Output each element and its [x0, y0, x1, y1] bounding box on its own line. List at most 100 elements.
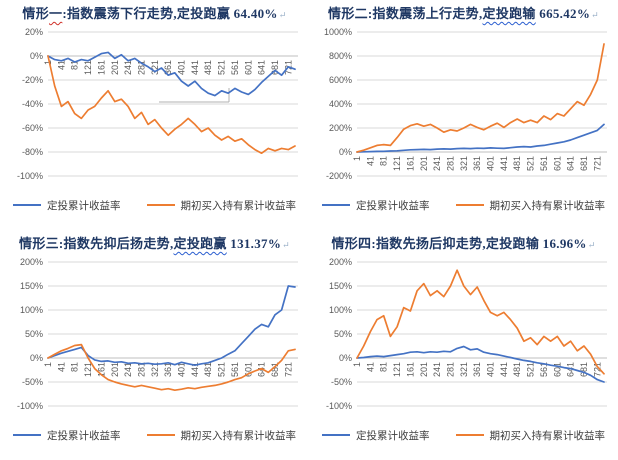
x-axis-label: 561 — [539, 362, 549, 377]
chart-legend: 定投累计收益率 期初买入持有累计收益率 — [313, 192, 614, 218]
x-axis-label: 41 — [365, 156, 375, 166]
series-line-hold — [356, 269, 605, 375]
legend-line-swatch — [13, 434, 41, 436]
chart-plot-area: 20% 0% -20% -40% -60% -80% -100% 1 41 81 121 161 201… — [17, 27, 298, 181]
y-axis-label: -40% — [22, 99, 43, 109]
x-axis-label: 81 — [379, 156, 389, 166]
chart-plot-area: 200% 150% 100% 50% 0% -50% -100% 1 41 81 121 161 201… — [326, 257, 607, 411]
x-axis-label: 161 — [96, 362, 106, 377]
x-axis-label: 201 — [419, 362, 429, 377]
chart-title: 情形二:指数震荡上行走势,定投跑输 665.42%↵ — [313, 4, 614, 26]
x-axis-label: 161 — [405, 362, 415, 377]
x-axis-label: 201 — [110, 362, 120, 377]
chart-plot-area: 200% 150% 100% 50% 0% -50% -100% 1 41 81 121 161 201… — [17, 257, 298, 411]
legend-item-dca: 定投累计收益率 — [13, 428, 121, 443]
x-axis-label: 561 — [230, 362, 240, 377]
paragraph-mark: ↵ — [282, 240, 290, 250]
chart-plot-area: 1000% 800% 600% 400% 200% 0% -200% 1 41 81 121 161 2… — [324, 27, 607, 181]
y-axis-label: 100% — [20, 305, 43, 315]
y-axis-label: 1000% — [324, 27, 352, 37]
empty-callout-box — [159, 88, 229, 102]
paragraph-mark: ↵ — [278, 10, 287, 20]
y-axis-label: -80% — [22, 147, 43, 157]
y-axis-label: -60% — [22, 123, 43, 133]
legend-label: 定投累计收益率 — [356, 199, 430, 212]
y-axis-label: 50% — [334, 329, 352, 339]
x-axis-label: 561 — [539, 156, 549, 171]
x-axis-label: 1 — [352, 156, 362, 161]
x-axis-label: 601 — [552, 362, 562, 377]
x-axis-label: 441 — [499, 156, 509, 171]
y-axis-label: -20% — [22, 75, 43, 85]
legend-label: 定投累计收益率 — [47, 199, 121, 212]
paragraph-mark: ↵ — [587, 240, 596, 250]
x-axis-label: 641 — [566, 362, 576, 377]
x-axis-label: 681 — [270, 60, 280, 75]
x-axis-label: 601 — [552, 156, 562, 171]
series-line-dca — [47, 285, 296, 367]
x-axis-label: 121 — [392, 156, 402, 171]
x-axis-label: 521 — [526, 156, 536, 171]
y-axis-label: 0% — [30, 51, 43, 61]
y-axis-label: 0% — [30, 353, 43, 363]
x-axis-label: 441 — [190, 362, 200, 377]
legend-line-swatch — [455, 434, 484, 436]
legend-label: 定投累计收益率 — [356, 429, 430, 442]
x-axis-label: 281 — [445, 362, 455, 377]
x-axis-label: 241 — [432, 362, 442, 377]
series-line-dca — [356, 345, 605, 383]
legend-label: 期初买入持有累计收益率 — [489, 429, 606, 442]
x-axis-label: 361 — [163, 60, 173, 75]
series-line-hold — [47, 55, 296, 155]
x-axis-label: 121 — [83, 60, 93, 75]
chart-title: 情形四:指数先扬后抑走势,定投跑输 16.96%↵ — [313, 234, 614, 256]
x-axis-label: 201 — [110, 60, 120, 75]
x-axis-label: 81 — [379, 362, 389, 372]
x-axis-label: 1 — [352, 362, 362, 367]
x-axis-label: 481 — [203, 362, 213, 377]
series-line-hold — [356, 43, 605, 153]
x-axis-label: 681 — [579, 362, 589, 377]
scenario-chart-4: 情形四:指数先扬后抑走势,定投跑输 16.96%↵ 200% 150% 100% 50%… — [309, 230, 618, 460]
x-axis-label: 321 — [150, 362, 160, 377]
chart-title-text: 一 — [49, 6, 63, 21]
chart-legend: 定投累计收益率 期初买入持有累计收益率 — [4, 192, 305, 218]
x-axis-label: 481 — [512, 362, 522, 377]
legend-label: 期初买入持有累计收益率 — [489, 199, 606, 212]
x-axis-label: 401 — [177, 60, 187, 75]
y-axis-label: 200% — [20, 257, 43, 267]
x-axis-label: 721 — [592, 156, 602, 171]
x-axis-label: 241 — [123, 60, 133, 75]
x-axis-label: 441 — [499, 362, 509, 377]
x-axis-label: 41 — [365, 362, 375, 372]
x-axis-label: 361 — [472, 362, 482, 377]
x-axis-label: 481 — [512, 156, 522, 171]
x-axis-label: 601 — [243, 60, 253, 75]
legend-line-swatch — [146, 204, 175, 206]
y-axis-label: 0% — [339, 147, 352, 157]
legend-line-swatch — [13, 204, 41, 206]
chart-title-text: 665.42% — [535, 6, 591, 21]
y-axis-label: 150% — [329, 281, 352, 291]
paragraph-mark: ↵ — [591, 10, 599, 20]
y-axis-label: 150% — [20, 281, 43, 291]
legend-item-dca: 定投累计收益率 — [13, 198, 121, 213]
x-axis-label: 161 — [405, 156, 415, 171]
x-axis-label: 681 — [270, 362, 280, 377]
legend-label: 定投累计收益率 — [47, 429, 121, 442]
legend-label: 期初买入持有累计收益率 — [180, 429, 297, 442]
x-axis-label: 121 — [392, 362, 402, 377]
chart-title: 情形三:指数先抑后扬走势,定投跑赢 131.37%↵ — [4, 234, 305, 256]
x-axis-label: 401 — [177, 362, 187, 377]
y-axis-label: 400% — [329, 99, 352, 109]
y-axis-label: -100% — [326, 401, 352, 411]
legend-item-hold: 期初买入持有累计收益率 — [455, 198, 606, 213]
chart-title-text: 情形 — [22, 6, 50, 21]
x-axis-label: 241 — [432, 156, 442, 171]
chart-legend: 定投累计收益率 期初买入持有累计收益率 — [4, 422, 305, 448]
legend-line-swatch — [322, 434, 350, 436]
y-axis-label: 100% — [329, 305, 352, 315]
chart-title-text: 情形三:指数先抑后扬走势, — [19, 236, 174, 251]
legend-line-swatch — [146, 434, 175, 436]
x-axis-label: 1 — [43, 60, 53, 65]
